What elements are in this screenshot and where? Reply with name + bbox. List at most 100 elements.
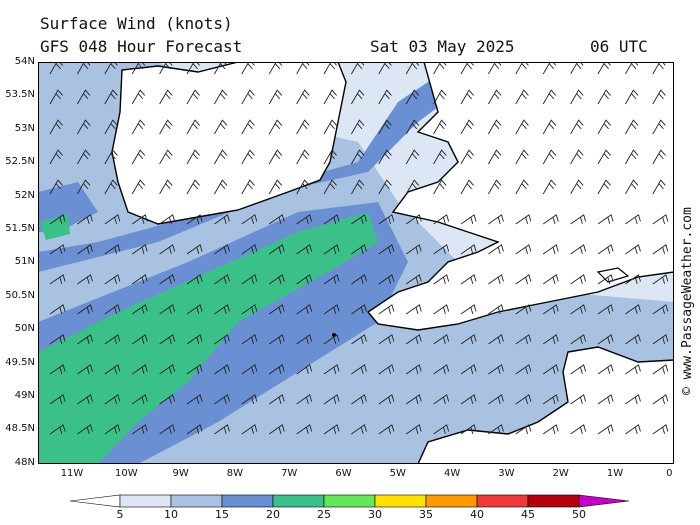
wind-barb [351, 244, 367, 255]
wind-barb [433, 424, 450, 435]
wind-barb [296, 334, 313, 345]
wind-barbs [49, 62, 669, 435]
wind-barb [405, 214, 422, 225]
wind-barb [241, 334, 258, 345]
wind-barb [296, 424, 313, 435]
band-10-15-north [38, 82, 138, 172]
wind-barb [186, 274, 203, 285]
wind-barb [597, 334, 614, 345]
wind-barb [433, 149, 447, 165]
wind-barb [652, 394, 669, 405]
wind-barb [323, 304, 340, 315]
wind-barb [652, 244, 669, 255]
wind-barb [296, 274, 313, 285]
lon-label: 0 [666, 468, 673, 479]
wind-barb [597, 304, 614, 315]
legend-arrow-low [70, 494, 121, 508]
wind-barb [49, 179, 63, 195]
wind-barb [104, 334, 121, 345]
wind-barb [323, 62, 337, 75]
wind-barb [542, 149, 557, 165]
wind-barb [652, 304, 669, 315]
wind-barb [77, 119, 91, 135]
wind-barb [652, 119, 666, 135]
wind-barb [104, 179, 118, 195]
wind-barb [104, 89, 118, 105]
wind-barb [351, 62, 365, 75]
wind-barb [378, 119, 392, 135]
lon-label: 6W [335, 468, 352, 479]
wind-barb [625, 364, 641, 375]
wind-barb [77, 214, 93, 225]
legend-label: 40 [470, 508, 484, 521]
wind-barb [597, 274, 614, 285]
wind-barb [433, 62, 447, 75]
legend-label: 25 [317, 508, 331, 521]
wind-barb [104, 244, 121, 255]
wind-barb [323, 89, 337, 105]
wind-barb [268, 149, 283, 165]
lon-label: 7W [281, 468, 298, 479]
wind-barb [405, 334, 422, 345]
wind-barb [405, 304, 422, 315]
wind-barb [241, 149, 255, 165]
wind-barb [104, 304, 121, 315]
wind-barb [323, 394, 340, 405]
legend-swatch [323, 494, 376, 508]
legend-swatch [476, 494, 529, 508]
wind-barb [268, 119, 283, 135]
band-20-25-small [40, 214, 70, 240]
wind-barb [186, 62, 200, 75]
wind-speed-shading [38, 62, 674, 464]
wind-barb [570, 62, 584, 75]
wind-barb [405, 179, 420, 195]
wind-barb [625, 244, 641, 255]
wind-barb [49, 364, 66, 375]
legend-label: 15 [215, 508, 229, 521]
wind-barb [77, 274, 93, 285]
wind-barb [323, 244, 340, 255]
legend-label: 5 [116, 508, 124, 521]
wind-barb [159, 149, 173, 165]
wind-barb [214, 149, 228, 165]
wind-barb [351, 364, 367, 375]
wind-barb [488, 119, 502, 135]
wind-barb [433, 89, 447, 105]
wind-barb [570, 274, 587, 285]
wind-barb [378, 364, 395, 375]
wind-barb [351, 149, 365, 165]
wind-barb [296, 394, 313, 405]
wind-barb [625, 424, 641, 435]
wind-barb [214, 304, 230, 315]
legend-swatch [119, 494, 172, 508]
lat-label: 48N [14, 456, 35, 468]
wind-barb [268, 214, 285, 225]
wind-barb [542, 179, 557, 195]
wind-barb [159, 119, 173, 135]
wind-barb [77, 179, 91, 195]
wind-barb [214, 364, 230, 375]
wind-barb [159, 364, 176, 375]
wind-barb [77, 364, 93, 375]
wind-barb [214, 424, 230, 435]
lat-label: 51N [14, 256, 35, 268]
lat-label: 54N [14, 56, 35, 67]
lat-label: 52.5N [5, 156, 35, 168]
lat-label: 48.5N [5, 423, 35, 435]
lat-label: 53.5N [5, 89, 35, 101]
wind-barb [186, 334, 203, 345]
wind-barb [570, 304, 587, 315]
wind-barb [241, 274, 258, 285]
wind-barb [49, 394, 66, 405]
wind-barb [268, 179, 283, 195]
wind-barb [570, 119, 584, 135]
wind-barb [159, 274, 176, 285]
wind-barb [652, 62, 666, 75]
wind-barb [214, 244, 230, 255]
wind-barb [542, 304, 559, 315]
wind-barb [104, 364, 121, 375]
wind-barb [159, 244, 176, 255]
wind-barb [570, 334, 587, 345]
wind-barb [488, 244, 504, 255]
wind-barb [652, 334, 669, 345]
